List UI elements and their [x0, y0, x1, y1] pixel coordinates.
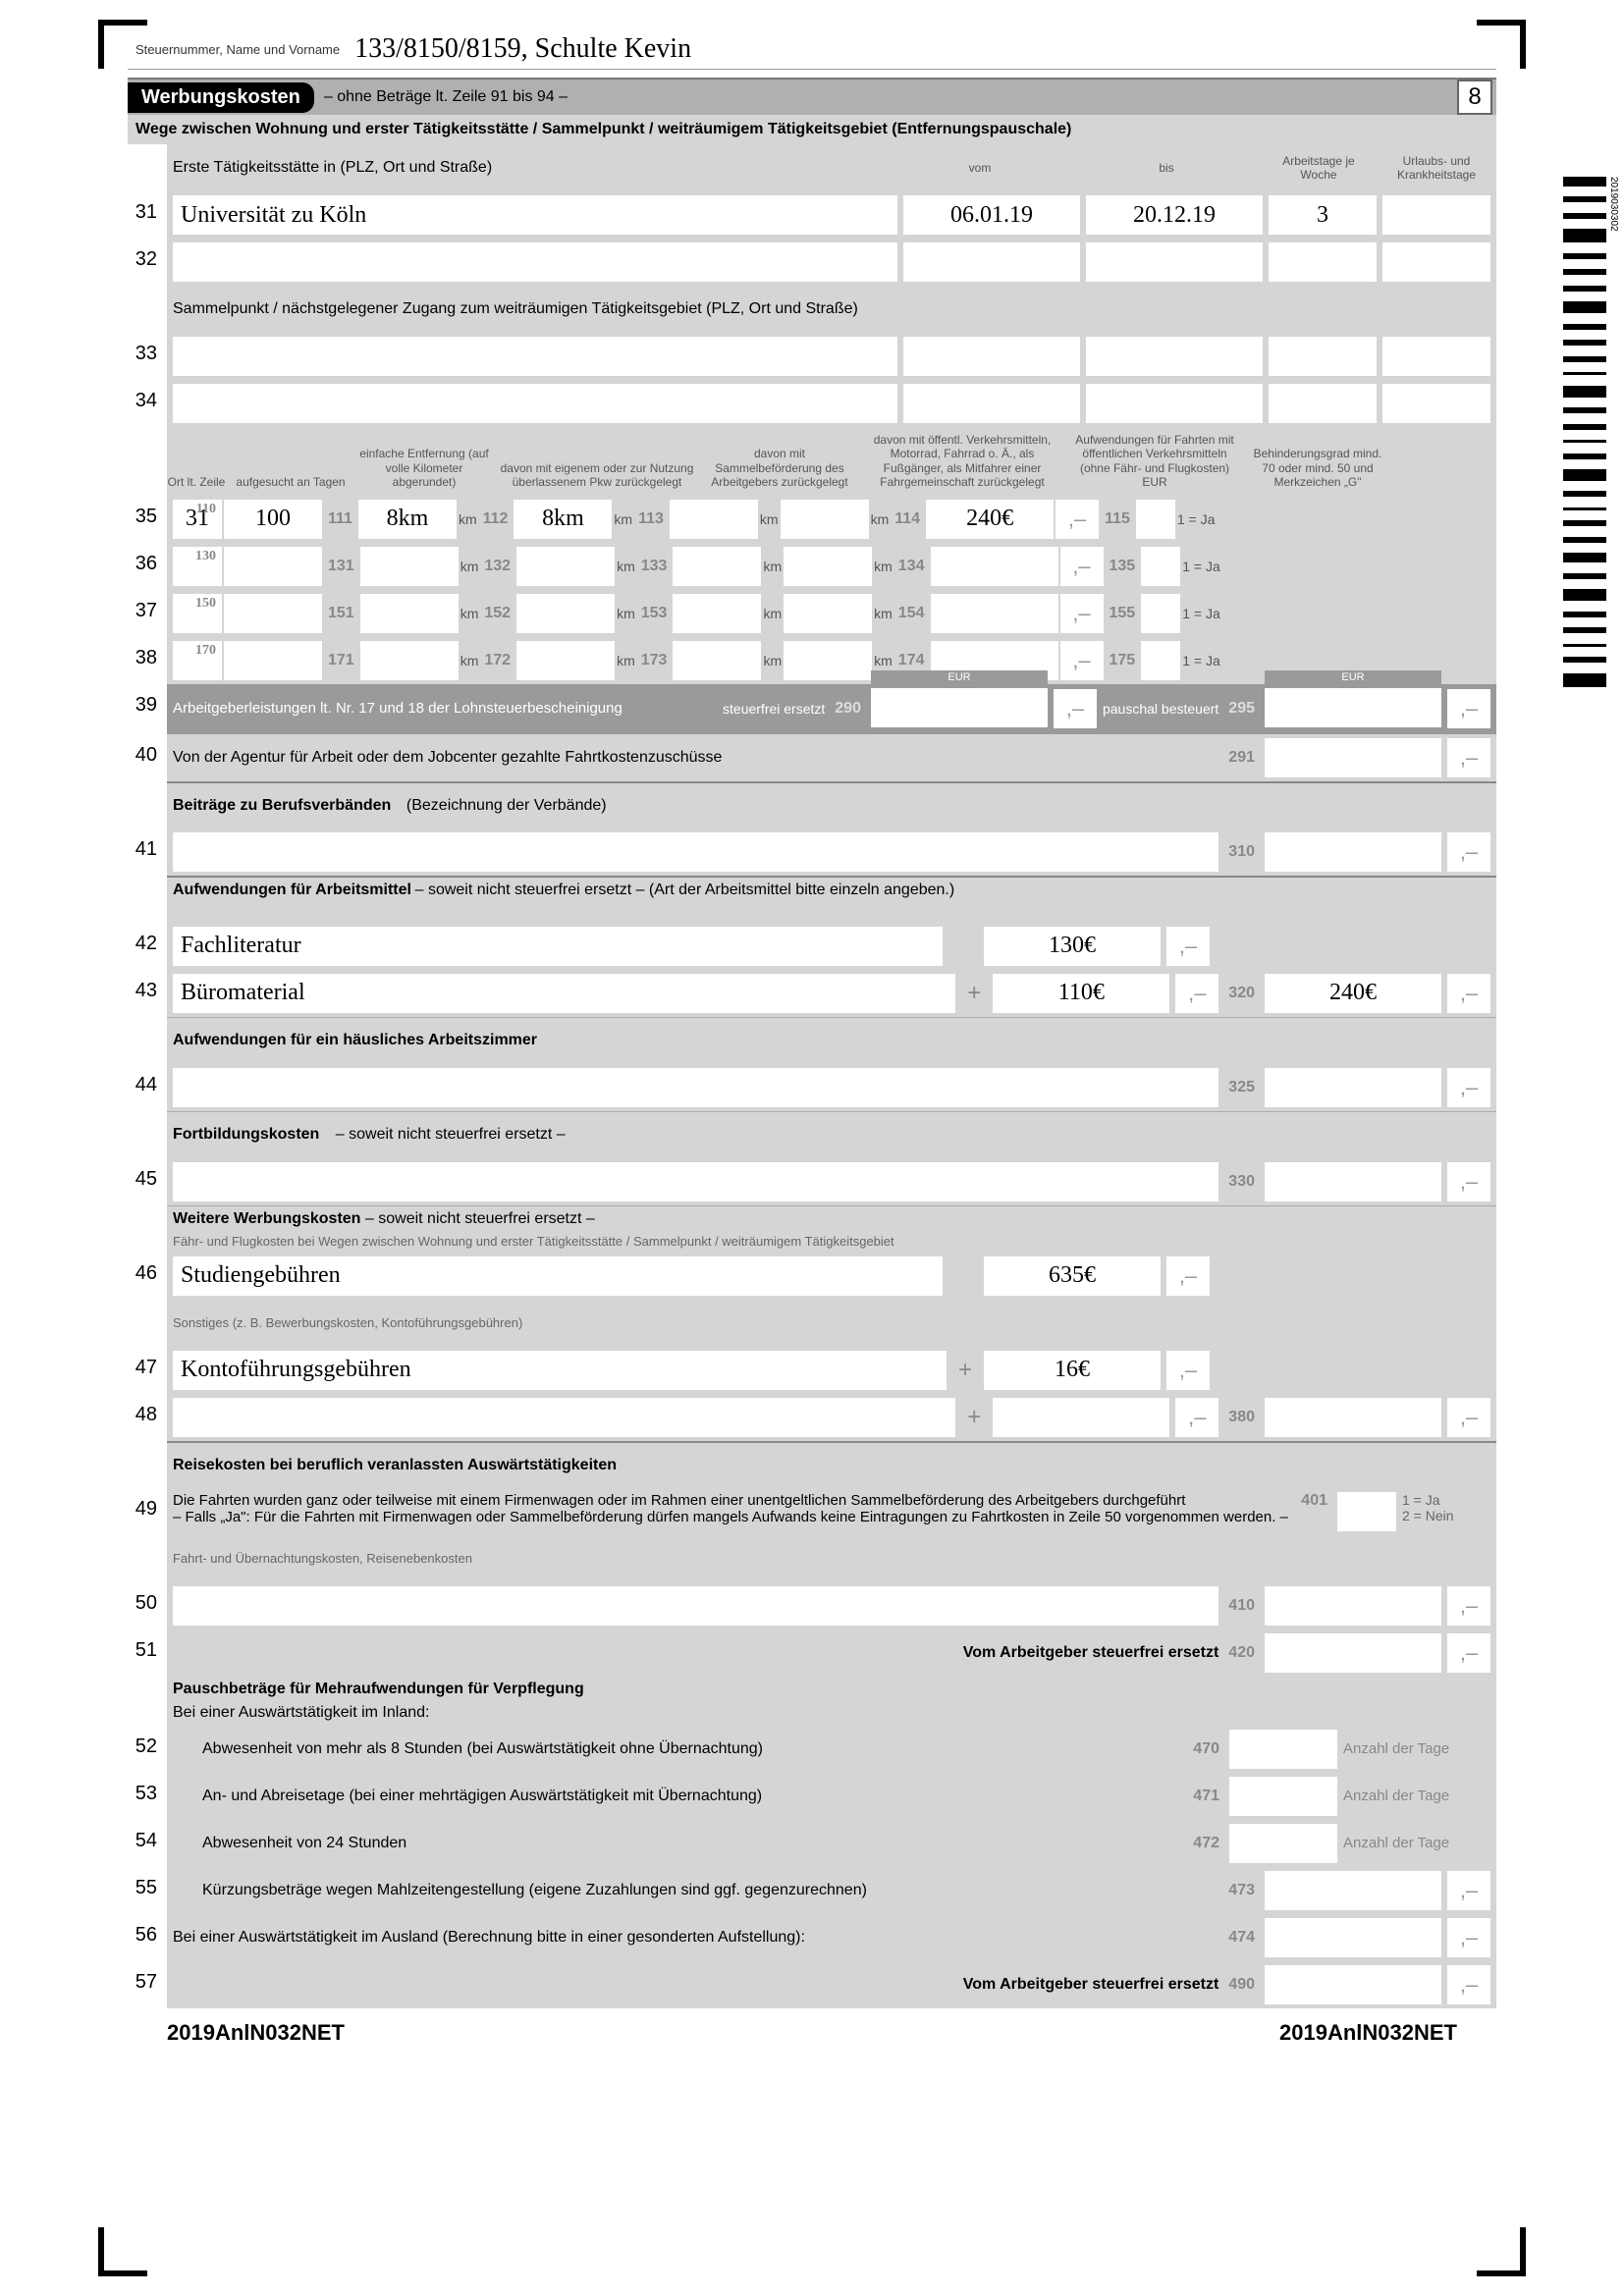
workplace-row-32: 32 — [128, 239, 1496, 286]
workplace-input[interactable]: Universität zu Köln — [173, 195, 897, 235]
date-from[interactable]: 06.01.19 — [903, 195, 1080, 235]
workplace-row-31: 31 Universität zu Köln 06.01.19 20.12.19… — [128, 191, 1496, 239]
barcode — [1563, 177, 1606, 687]
plus-icon: + — [961, 980, 987, 1007]
commute-headers: Ort lt. Zeile aufgesucht an Tagen einfac… — [167, 427, 1496, 496]
commute-row: 35 31110 100 111 8km km 112 8km km 113 k… — [128, 496, 1496, 543]
commute-row: 37 150 151 km 152 km 153 km km 154 ,– 15… — [128, 590, 1496, 637]
page-number: 8 — [1457, 80, 1492, 115]
section-title: Werbungskosten — [128, 82, 314, 113]
section-subtitle: – ohne Beträge lt. Zeile 91 bis 94 – — [314, 88, 577, 106]
item-desc[interactable]: Fachliteratur — [173, 927, 943, 966]
footer-code-left: 2019AnlN032NET — [167, 2020, 345, 2046]
sammelpunkt-label: Sammelpunkt / nächstgelegener Zugang zum… — [167, 286, 1496, 333]
section-bar: Werbungskosten – ohne Beträge lt. Zeile … — [128, 78, 1496, 115]
workplace-label: Erste Tätigkeitsstätte in (PLZ, Ort und … — [173, 159, 882, 177]
e-marker-icon: e — [1404, 696, 1430, 721]
days-input[interactable]: 3 — [1269, 195, 1377, 235]
taxpayer-label: Steuernummer, Name und Vorname — [135, 42, 340, 57]
section-line2: Wege zwischen Wohnung und erster Tätigke… — [128, 115, 1496, 144]
sick-input[interactable] — [1382, 195, 1490, 235]
footer-code-right: 2019AnlN032NET — [1279, 2020, 1457, 2046]
taxpayer-value[interactable]: 133/8150/8159, Schulte Kevin — [354, 33, 691, 65]
sammel-row-33: 33 — [128, 333, 1496, 380]
taxpayer-box: Steuernummer, Name und Vorname 133/8150/… — [128, 29, 1496, 70]
date-to[interactable]: 20.12.19 — [1086, 195, 1263, 235]
sammel-row-34: 34 — [128, 380, 1496, 427]
commute-row: 36 130 131 km 132 km 133 km km 134 ,– 13… — [128, 543, 1496, 590]
barcode-text: 2019030302 — [1608, 177, 1619, 232]
line39-body: Arbeitgeberleistungen lt. Nr. 17 und 18 … — [167, 684, 1496, 734]
